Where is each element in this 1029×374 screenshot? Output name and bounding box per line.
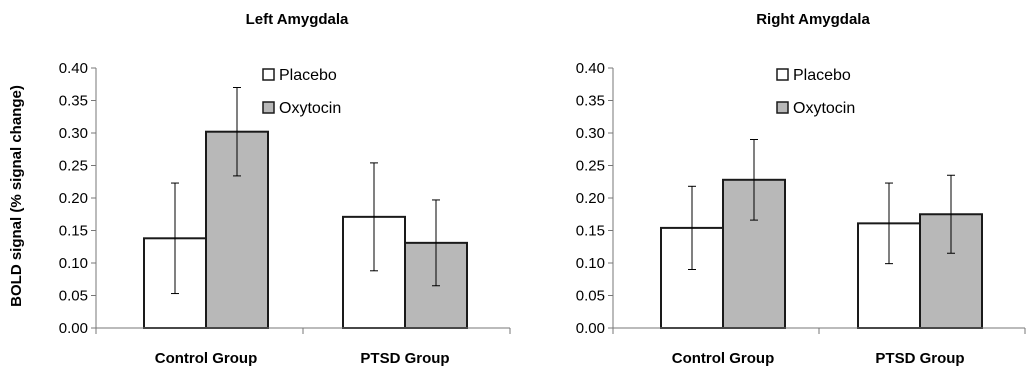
legend-label: Oxytocin — [793, 100, 855, 117]
category-label: Control Group — [155, 350, 257, 367]
y-axis-label: BOLD signal (% signal change) — [8, 85, 25, 307]
y-tick-label: 0.40 — [59, 60, 88, 77]
error-bars — [171, 87, 440, 295]
y-ticks: 0.00 0.05 0.10 0.15 0.20 0.25 0.30 0.35 0.40 — [59, 60, 96, 337]
y-tick-label: 0.10 — [59, 255, 88, 272]
chart-left-amygdala: Left Amygdala 0.000.050.100.150.200.250.… — [59, 11, 511, 367]
category-label: PTSD Group — [875, 350, 964, 367]
y-tick-label: 0.00 — [576, 320, 605, 337]
error-bars — [688, 139, 955, 270]
legend-swatch-placebo — [776, 68, 789, 81]
category-label: PTSD Group — [360, 350, 449, 367]
legend-label: Placebo — [279, 67, 337, 84]
axes — [95, 68, 511, 334]
legend-swatch-oxytocin — [776, 101, 789, 114]
bars — [143, 130, 468, 330]
legend: Placebo Oxytocin — [776, 67, 855, 117]
x-category-labels: Control Group PTSD Group — [672, 350, 965, 367]
legend-swatch-oxytocin — [262, 101, 275, 114]
y-tick-label: 0.30 — [59, 125, 88, 142]
legend-label: Oxytocin — [279, 100, 341, 117]
y-tick-label: 0.20 — [576, 190, 605, 207]
chart-right-amygdala: Right Amygdala 0.000.050.100.150.200.250… — [576, 11, 1026, 367]
y-ticks: 0.00 0.05 0.10 0.15 0.20 0.25 0.30 0.35 0.40 — [576, 60, 613, 337]
bar-oxytocin — [722, 178, 786, 329]
y-tick-label: 0.05 — [576, 288, 605, 305]
axes — [612, 68, 1026, 334]
y-tick-label: 0.20 — [59, 190, 88, 207]
y-tick-label: 0.10 — [576, 255, 605, 272]
y-tick-label: 0.05 — [59, 288, 88, 305]
legend-swatch-placebo — [262, 68, 275, 81]
y-tick-label: 0.15 — [576, 223, 605, 240]
chart-title: Left Amygdala — [246, 11, 349, 28]
category-label: Control Group — [672, 350, 774, 367]
bars — [660, 178, 983, 330]
y-tick-label: 0.00 — [59, 320, 88, 337]
y-tick-label: 0.15 — [59, 223, 88, 240]
y-tick-label: 0.35 — [59, 93, 88, 110]
y-tick-label: 0.35 — [576, 93, 605, 110]
y-tick-label: 0.40 — [576, 60, 605, 77]
chart-title: Right Amygdala — [756, 11, 870, 28]
legend-label: Placebo — [793, 67, 851, 84]
x-category-labels: Control Group PTSD Group — [155, 350, 450, 367]
y-tick-label: 0.25 — [59, 158, 88, 175]
legend: Placebo Oxytocin — [262, 67, 341, 117]
y-tick-label: 0.30 — [576, 125, 605, 142]
y-tick-label: 0.25 — [576, 158, 605, 175]
